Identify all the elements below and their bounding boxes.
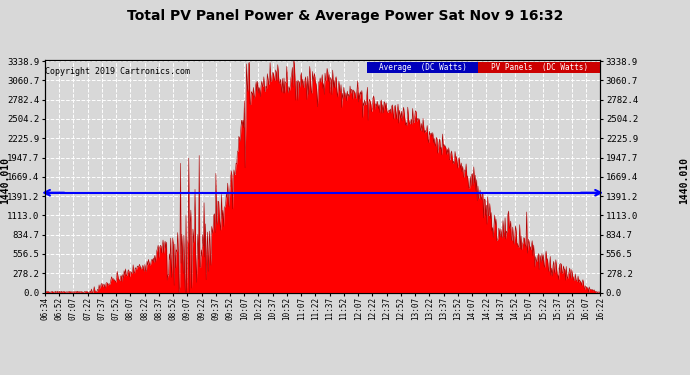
Text: Copyright 2019 Cartronics.com: Copyright 2019 Cartronics.com (46, 67, 190, 76)
Text: PV Panels  (DC Watts): PV Panels (DC Watts) (491, 63, 588, 72)
Text: 1440.010: 1440.010 (680, 156, 689, 204)
Text: 1440.010: 1440.010 (1, 156, 10, 204)
Text: Average  (DC Watts): Average (DC Watts) (379, 63, 466, 72)
Text: Total PV Panel Power & Average Power Sat Nov 9 16:32: Total PV Panel Power & Average Power Sat… (127, 9, 563, 23)
FancyBboxPatch shape (367, 62, 478, 73)
FancyBboxPatch shape (478, 62, 600, 73)
